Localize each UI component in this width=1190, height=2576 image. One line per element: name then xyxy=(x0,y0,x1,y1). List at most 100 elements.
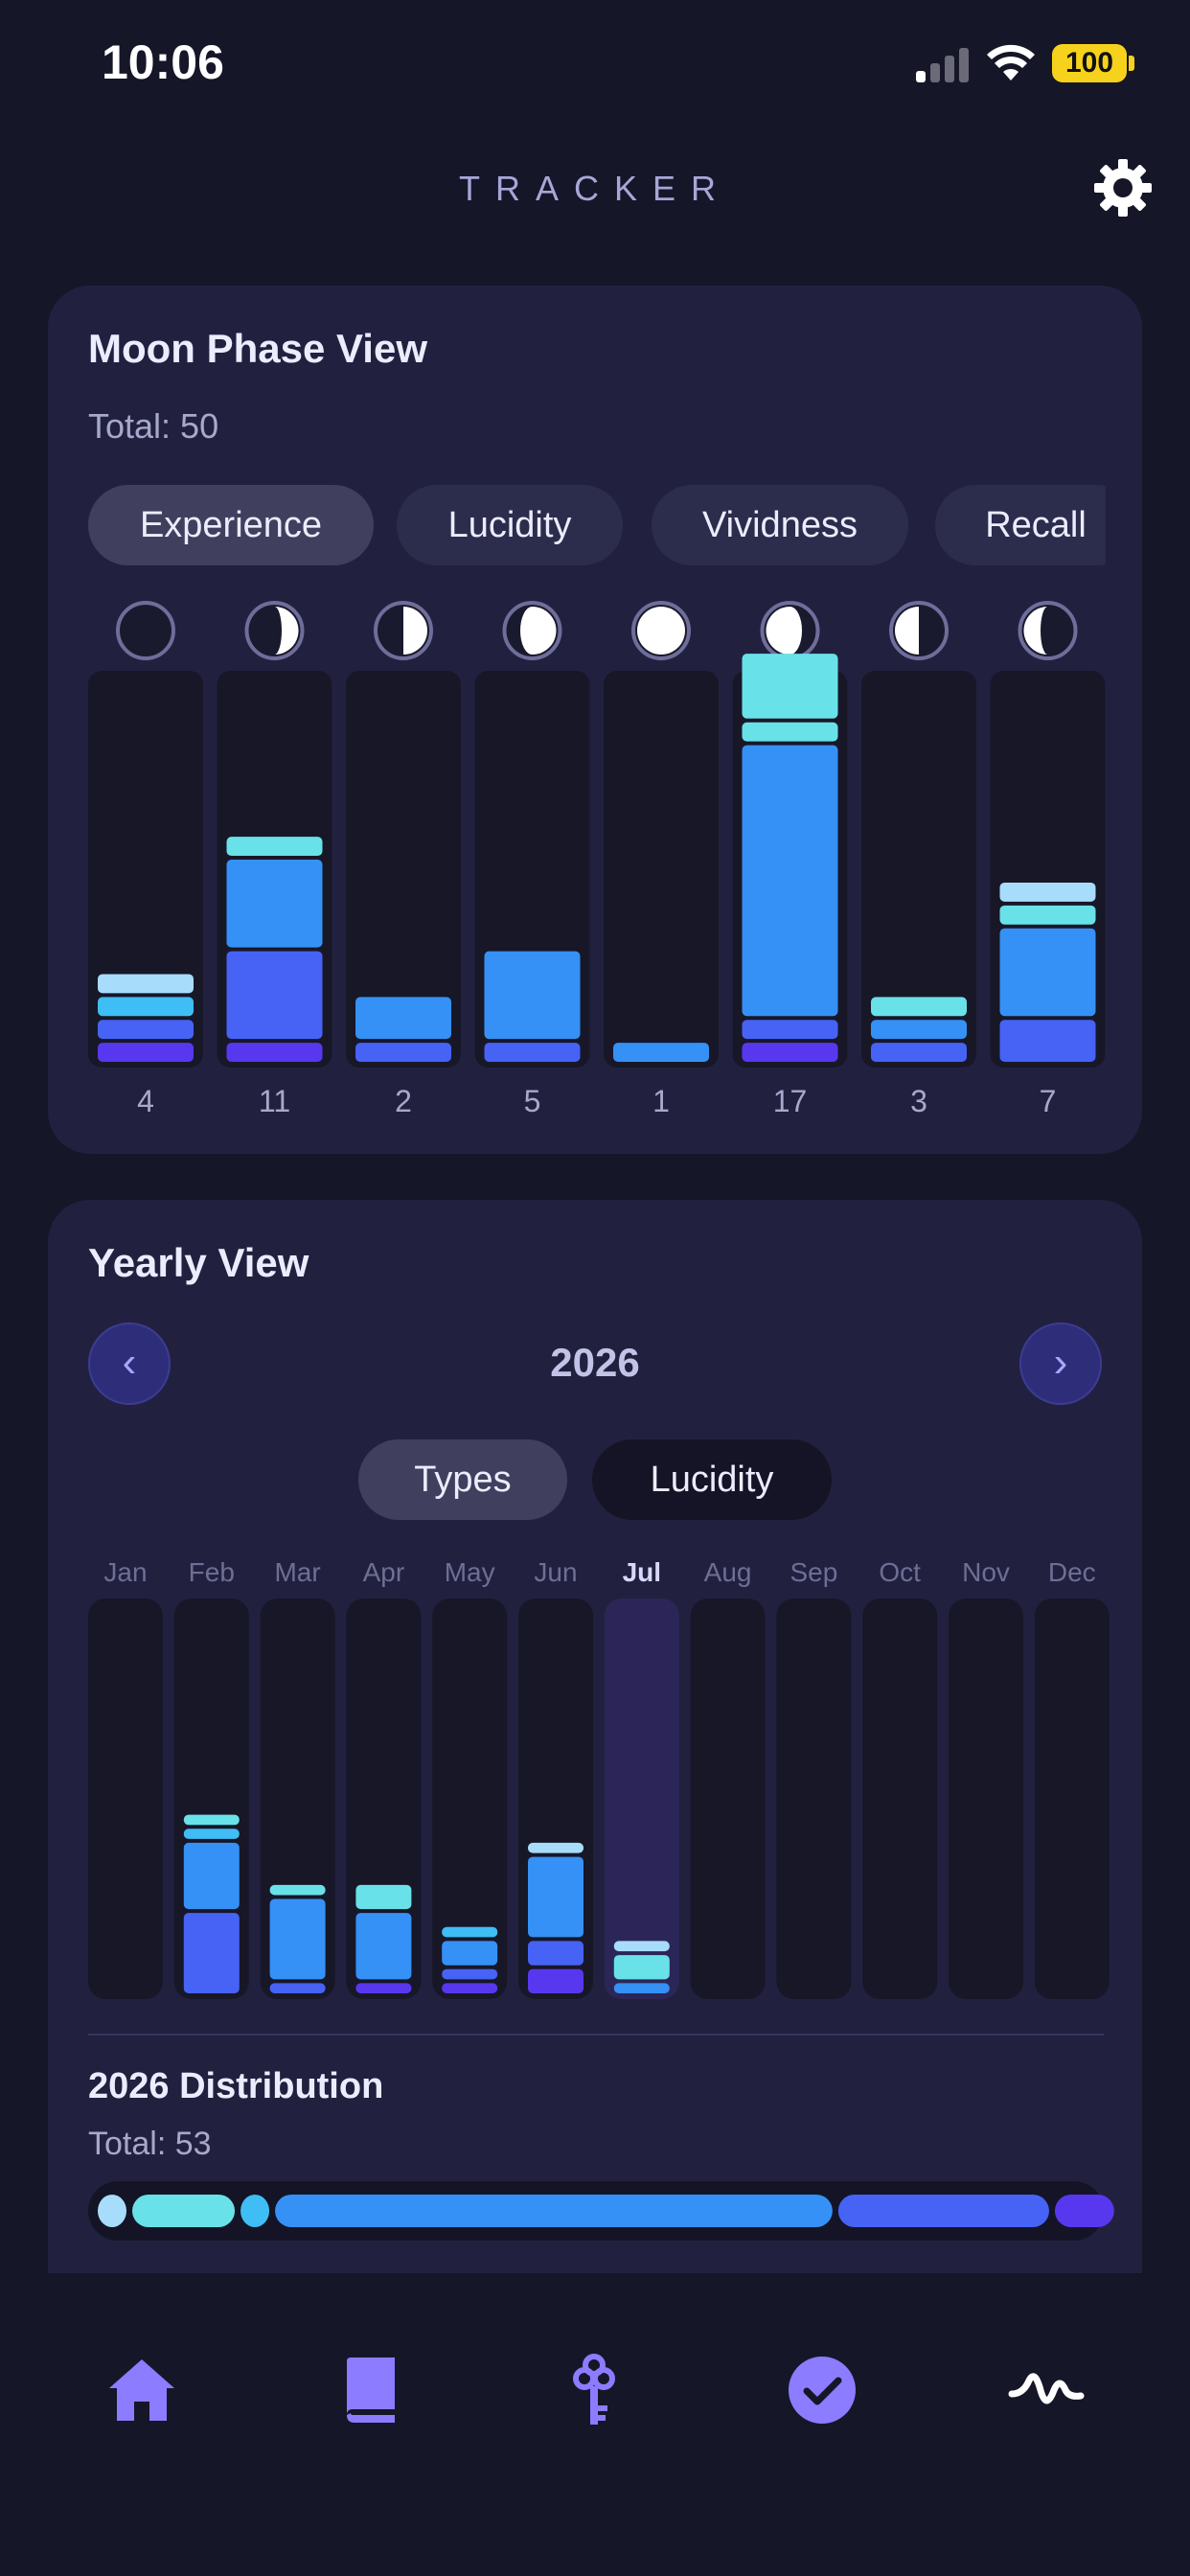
month-bar-segment xyxy=(528,1842,584,1853)
month-bar-segment xyxy=(528,1968,584,1993)
month-bar-segment xyxy=(183,1842,240,1910)
month-bar-segment xyxy=(613,1955,670,1980)
moon-bar-label: 17 xyxy=(773,1084,808,1118)
month-bar-segment xyxy=(442,1941,498,1966)
month-bar-segment xyxy=(355,1983,412,1993)
next-year-button[interactable]: › xyxy=(1019,1322,1102,1405)
month-bar-segment xyxy=(183,1828,240,1839)
distribution-segment xyxy=(98,2195,126,2227)
moon-bar-segment xyxy=(742,1043,838,1062)
key-icon[interactable] xyxy=(556,2352,632,2428)
moon-phase-icon-waning-gibbous xyxy=(760,601,820,660)
moon-bar-segment xyxy=(226,1043,323,1062)
moon-bar-label: 2 xyxy=(395,1084,412,1118)
moon-bar-label: 1 xyxy=(652,1084,670,1118)
month-label: Jul xyxy=(623,1557,661,1587)
moon-bar-segment xyxy=(98,974,194,994)
month-bar-segment xyxy=(442,1926,498,1938)
moon-bar-segment xyxy=(742,745,838,1017)
status-time: 10:06 xyxy=(102,35,224,89)
moon-phase-icon-waxing-gibbous xyxy=(502,601,562,660)
previous-year-button[interactable]: ‹ xyxy=(88,1322,171,1405)
chip-vividness[interactable]: Vividness xyxy=(652,485,908,565)
yearly-title: Yearly View xyxy=(88,1240,309,1285)
moon-phase-icon-waxing-crescent xyxy=(244,601,305,660)
moon-bar-segment xyxy=(613,1043,709,1062)
moon-phase-chart: 4 11 2 5 1 17 3 7 xyxy=(88,601,1106,1118)
moon-phase-card: Moon Phase View Total: 50 Experience Luc… xyxy=(48,286,1142,1154)
distribution-segment xyxy=(1054,2195,1114,2227)
check-circle-icon[interactable] xyxy=(784,2352,860,2428)
month-bar-track[interactable] xyxy=(518,1598,593,1999)
month-bar-track[interactable] xyxy=(776,1598,852,1999)
moon-bar-segment xyxy=(98,1020,194,1040)
month-bar-track[interactable] xyxy=(432,1598,508,1999)
distribution-segment xyxy=(275,2195,833,2227)
month-bar-segment xyxy=(269,1884,326,1896)
moon-bar-segment xyxy=(999,882,1096,902)
month-bar-track[interactable] xyxy=(862,1598,938,1999)
battery-tip xyxy=(1129,56,1134,71)
moon-bar-segment xyxy=(742,654,838,719)
moon-phase-icon-full-moon xyxy=(631,601,691,660)
month-bar-segment xyxy=(442,1968,498,1980)
moon-phase-icon-waning-crescent xyxy=(1018,601,1078,660)
page-title: TRACKER xyxy=(458,169,732,208)
moon-bar-track xyxy=(346,671,461,1068)
month-label: Nov xyxy=(962,1557,1010,1587)
segment-types[interactable]: Types xyxy=(358,1439,567,1520)
cellular-signal-icon xyxy=(916,48,970,82)
moon-bar-label: 7 xyxy=(1040,1084,1057,1118)
month-label: Sep xyxy=(790,1557,837,1587)
moon-phase-total: Total: 50 xyxy=(88,406,219,446)
moon-bar-track xyxy=(861,671,976,1068)
moon-bar-segment xyxy=(871,1020,967,1040)
month-label: Dec xyxy=(1048,1557,1096,1587)
gear-icon[interactable] xyxy=(1092,157,1154,218)
month-bar-segment xyxy=(269,1983,326,1993)
yearly-card: Yearly View ‹ 2026 › Types Lucidity Jan F… xyxy=(48,1200,1142,2273)
moon-bar-segment xyxy=(484,951,581,1040)
month-bar-segment xyxy=(355,1913,412,1980)
month-label: Jan xyxy=(103,1557,147,1587)
month-bar-track[interactable] xyxy=(949,1598,1023,1999)
yearly-chart: Jan Feb Mar Apr May Jun Jul Aug Sep Oct Nov Dec xyxy=(88,1557,1114,2241)
moon-bar-segment xyxy=(742,722,838,742)
journal-book-icon[interactable] xyxy=(332,2352,408,2428)
year-label: 2026 xyxy=(550,1340,640,1385)
month-bar-track[interactable] xyxy=(690,1598,766,1999)
moon-bar-segment xyxy=(355,1043,451,1062)
chip-experience[interactable]: Experience xyxy=(88,485,374,565)
month-bar-segment xyxy=(528,1856,584,1938)
month-bar-segment xyxy=(183,1913,240,1993)
month-label: Aug xyxy=(704,1557,752,1587)
month-bar-track[interactable] xyxy=(88,1598,163,1999)
activity-wave-icon[interactable] xyxy=(1008,2352,1085,2428)
month-bar-track[interactable] xyxy=(1034,1598,1110,1999)
moon-bar-label: 11 xyxy=(259,1084,290,1118)
month-label: Jun xyxy=(534,1557,577,1587)
month-bar-segment xyxy=(269,1898,326,1980)
chip-lucidity[interactable]: Lucidity xyxy=(397,485,623,565)
segment-lucidity[interactable]: Lucidity xyxy=(592,1439,832,1520)
month-bar-segment xyxy=(442,1983,498,1993)
moon-bar-label: 4 xyxy=(137,1084,154,1118)
moon-bar-segment xyxy=(484,1043,581,1062)
moon-bar-track xyxy=(88,671,203,1068)
month-label: Oct xyxy=(879,1557,921,1587)
month-bar-segment xyxy=(183,1814,240,1826)
status-bar: 10:06 100 xyxy=(0,0,1190,134)
moon-bar-segment xyxy=(226,951,323,1040)
battery-icon: 100 xyxy=(1052,44,1127,82)
month-label: May xyxy=(445,1557,495,1587)
moon-bar-label: 3 xyxy=(910,1084,927,1118)
month-bar-segment xyxy=(613,1941,670,1952)
moon-phase-icon-new-moon xyxy=(116,601,175,660)
moon-phase-icon-first-quarter xyxy=(374,601,433,660)
home-icon[interactable] xyxy=(103,2352,180,2428)
moon-bar-segment xyxy=(742,1020,838,1040)
month-label: Apr xyxy=(363,1557,405,1587)
month-bar-track[interactable] xyxy=(604,1598,679,1999)
chip-recall[interactable]: Recall xyxy=(935,485,1106,565)
moon-bar-segment xyxy=(98,997,194,1017)
